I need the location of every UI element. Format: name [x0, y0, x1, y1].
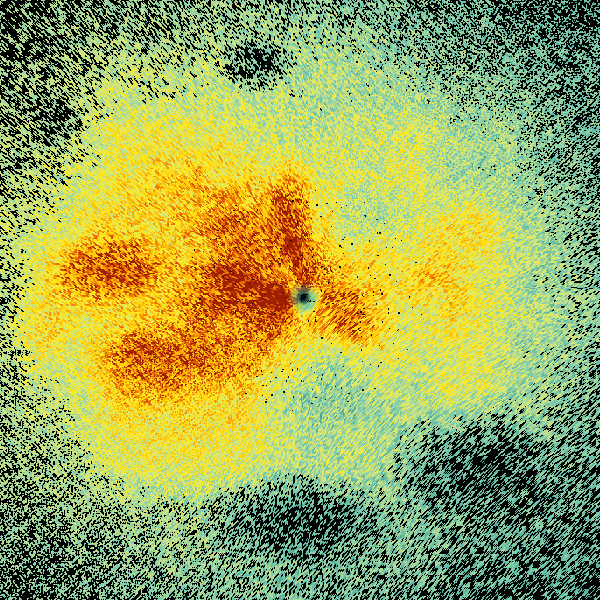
false-color-heatmap-canvas — [0, 0, 600, 600]
astronomical-image-viewport — [0, 0, 600, 600]
